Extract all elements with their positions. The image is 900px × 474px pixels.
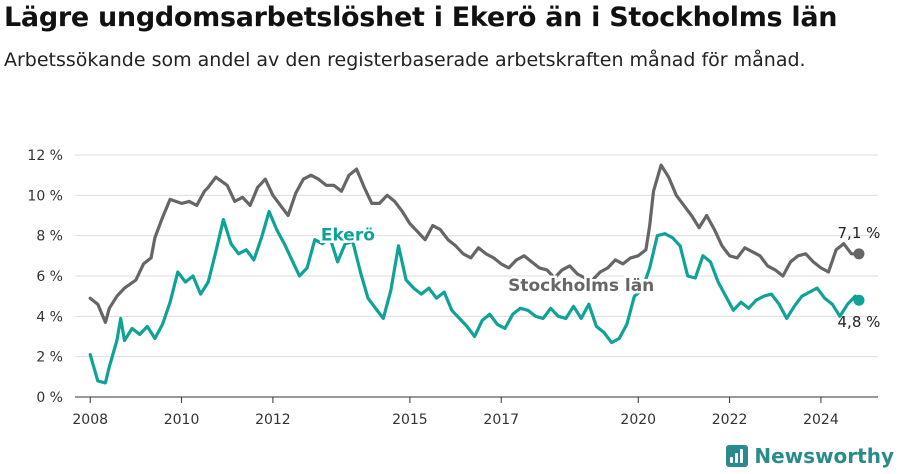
x-tick-label: 2010 xyxy=(164,412,200,428)
y-axis-ticks: 0 % 2 % 4 % 6 % 8 % 10 % 12 % xyxy=(27,148,63,406)
stockholms-lan-end-marker xyxy=(853,248,865,260)
x-tick-label: 2012 xyxy=(255,412,291,428)
ekero-end-marker xyxy=(853,294,865,306)
brand-name: Newsworthy xyxy=(754,444,894,468)
chart-title: Lägre ungdomsarbetslöshet i Ekerö än i S… xyxy=(4,2,838,33)
ekero-line xyxy=(88,209,861,385)
x-tick-label: 2008 xyxy=(72,412,108,428)
stockholms-lan-series-label: Stockholms län xyxy=(508,276,654,296)
y-tick-label: 2 % xyxy=(36,350,63,366)
y-tick-label: 6 % xyxy=(36,269,63,285)
y-tick-label: 0 % xyxy=(36,390,63,406)
series-labels: Ekerö Stockholms län 7,1 % 4,8 % xyxy=(318,223,881,331)
x-tick-label: 2022 xyxy=(712,412,748,428)
series-lines xyxy=(88,163,865,385)
x-tick-label: 2024 xyxy=(803,412,839,428)
stockholms-lan-line xyxy=(88,163,861,324)
y-tick-label: 4 % xyxy=(36,309,63,325)
x-tick-label: 2015 xyxy=(392,412,428,428)
y-tick-label: 10 % xyxy=(27,188,63,204)
ekero-series-label: Ekerö xyxy=(321,226,375,246)
gridlines xyxy=(75,154,878,358)
x-axis: 2008 2010 2012 2015 2017 2020 2022 2024 xyxy=(72,396,878,428)
y-tick-label: 8 % xyxy=(36,229,63,245)
stockholms-lan-end-value: 7,1 % xyxy=(838,224,881,242)
chart-subtitle: Arbetssökande som andel av den registerb… xyxy=(4,49,806,71)
y-tick-label: 12 % xyxy=(27,148,63,164)
ekero-end-value: 4,8 % xyxy=(838,313,881,331)
newsworthy-logo[interactable]: Newsworthy xyxy=(726,444,894,468)
x-tick-label: 2017 xyxy=(483,412,519,428)
x-tick-label: 2020 xyxy=(620,412,656,428)
bar-chart-icon xyxy=(726,445,749,467)
